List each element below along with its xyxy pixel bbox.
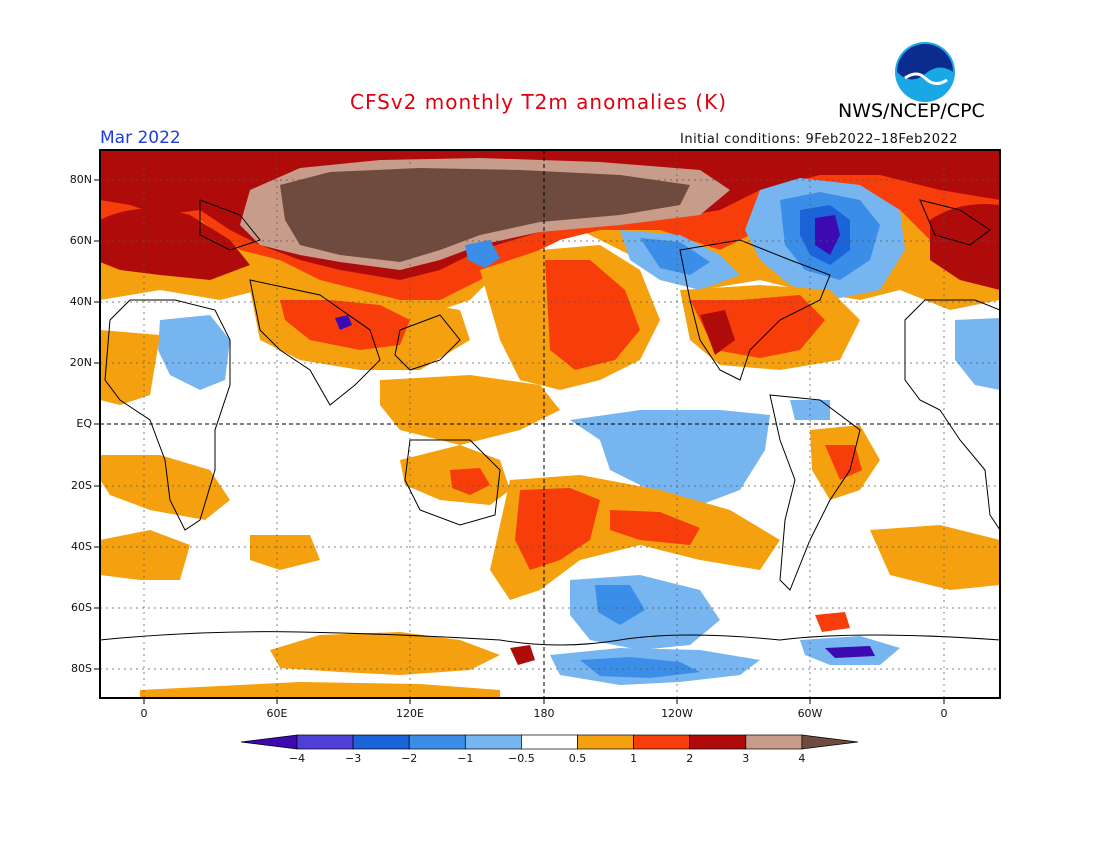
south-pacific-red-2 [610, 510, 700, 545]
equatorial-pacific-cold [570, 410, 770, 505]
alaska-cold-2 [640, 238, 710, 275]
australia-red [450, 468, 490, 495]
lat-label: 20S [71, 479, 92, 492]
colorbar-segment [745, 734, 803, 750]
lon-label: 60E [266, 707, 288, 720]
weddell-red [815, 612, 850, 632]
lat-label: 40S [71, 540, 92, 553]
colorbar-label: −4 [288, 752, 306, 765]
lat-label: 60S [71, 601, 92, 614]
initial-conditions: Initial conditions: 9Feb2022–18Feb2022 [680, 132, 959, 147]
s-atlantic-warm [870, 525, 1000, 590]
lat-label: 80S [71, 662, 92, 675]
colorbar-arrow-cold [240, 734, 298, 750]
colorbar-segment [689, 734, 747, 750]
coastlines [100, 199, 1000, 646]
south-africa-warm [100, 455, 230, 520]
axis-ticks [94, 179, 945, 704]
usa-darkred [700, 310, 735, 355]
lon-label: 60W [797, 707, 823, 720]
colorbar-label: 3 [742, 752, 750, 765]
chart-title: CFSv2 monthly T2m anomalies (K) [350, 90, 727, 114]
colorbar-label: 0.5 [568, 752, 587, 765]
colorbar-segment [633, 734, 691, 750]
colorbar-label: −1 [457, 752, 474, 765]
lat-label: 60N [69, 234, 92, 247]
lon-label: 180 [533, 707, 555, 720]
weddell-cold-2 [825, 646, 875, 658]
lon-label: 120W [661, 707, 693, 720]
lon-label: 120E [396, 707, 424, 720]
lon-label: 0 [140, 707, 148, 720]
s-indian-warm [100, 530, 190, 580]
lon-label: 0 [940, 707, 948, 720]
kamchatka-cold [465, 240, 500, 268]
indian-ocean-warm [380, 375, 560, 445]
colorbar-label: −2 [401, 752, 418, 765]
tibet-cold [335, 315, 352, 330]
antarctic-warm-band [270, 632, 500, 675]
lat-label: 20N [69, 356, 92, 369]
forecast-month: Mar 2022 [100, 128, 181, 148]
lat-label: EQ [76, 417, 92, 430]
colorbar-label: 2 [686, 752, 694, 765]
w-hemisphere-warm-strip [100, 330, 160, 405]
siberia-brown-core [280, 168, 690, 262]
colorbar-arrow-warm [801, 734, 858, 750]
agency-label: NWS/NCEP/CPC [838, 100, 985, 122]
colorbar-segment [464, 734, 522, 750]
npacific-red [545, 260, 640, 370]
south-pacific-red [515, 488, 600, 570]
colorbar-segment [352, 734, 410, 750]
colorbar-label: −3 [344, 752, 362, 765]
ross-sea-red [510, 645, 535, 665]
brazil-red [825, 445, 862, 480]
colorbar-label: 1 [630, 752, 638, 765]
colorbar-segment [296, 734, 354, 750]
noaa-logo-icon [895, 42, 955, 102]
s-pacific-cold-2 [595, 585, 645, 625]
lat-label: 40N [69, 295, 92, 308]
lat-label: 80N [69, 173, 92, 186]
colorbar-label: −0.5 [508, 752, 535, 765]
africa-cold-right [955, 318, 1000, 390]
canada-cold-center [815, 215, 840, 255]
colorbar-segment [577, 734, 634, 750]
colorbar-segment [521, 734, 578, 750]
africa-cold [158, 315, 230, 390]
antarctic-cold-2 [580, 657, 700, 678]
europe-warm-left [100, 208, 250, 280]
grid-lines [100, 150, 1000, 698]
s-indian-warm-2 [250, 535, 320, 570]
colorbar-label: 4 [798, 752, 806, 765]
colorbar [240, 734, 858, 750]
colorbar-segment [408, 734, 466, 750]
